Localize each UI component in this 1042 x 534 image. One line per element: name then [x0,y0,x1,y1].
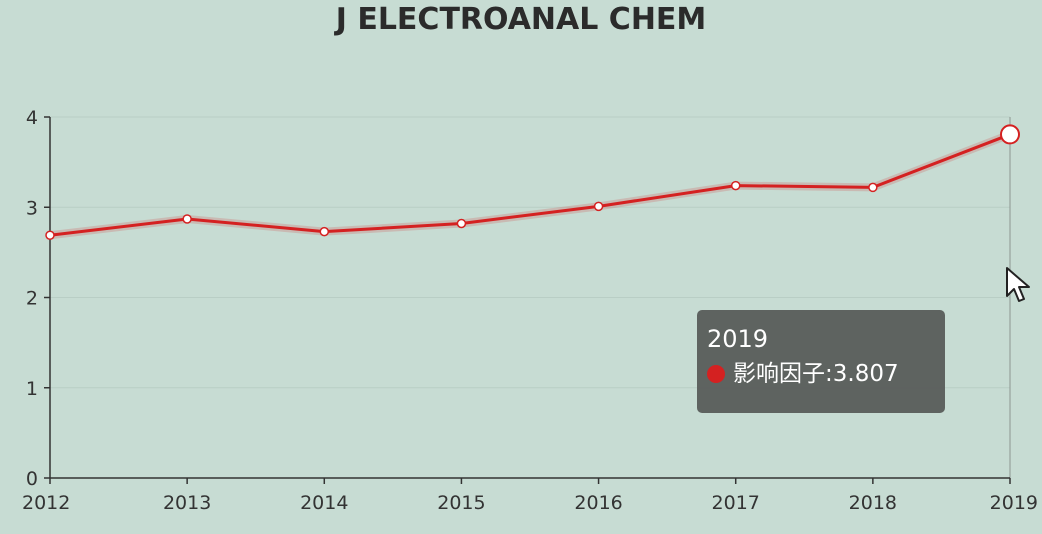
mouse-cursor-icon [1006,267,1030,302]
y-tick-label: 2 [26,288,38,310]
series-marker-icon [707,365,725,383]
axes [44,116,1011,484]
series-layer [49,130,1012,240]
x-tick-label: 2013 [163,492,211,514]
y-tick-label: 1 [26,378,38,400]
data-point[interactable] [593,201,604,212]
data-points[interactable] [45,124,1020,240]
data-point[interactable] [319,226,330,237]
tooltip-separator: : [825,361,833,387]
tooltip-row: 影响因子: 3.807 [707,356,935,392]
data-point[interactable] [868,182,878,193]
x-tick-label: 2012 [22,492,70,514]
tick-labels: 0 1 2 3 4 2012 2013 2014 2015 2016 2017 2018 2019 [22,107,1038,514]
y-tick-label: 4 [26,107,38,129]
data-point[interactable] [182,214,192,224]
x-tick-label: 2015 [437,492,485,514]
data-point[interactable] [730,180,741,191]
tooltip: 2019 影响因子: 3.807 [697,310,945,413]
tooltip-series-label: 影响因子 [733,361,825,387]
data-point[interactable] [45,230,55,240]
series-line [49,133,1011,237]
data-point[interactable] [456,218,467,229]
x-tick-label: 2019 [990,492,1038,514]
x-tick-label: 2014 [300,492,348,514]
grid-lines [50,116,1011,478]
y-tick-label: 0 [26,468,38,490]
y-tick-label: 3 [26,197,38,219]
data-point-highlighted[interactable] [1000,124,1020,145]
x-tick-label: 2016 [574,492,622,514]
tooltip-value: 3.807 [832,361,899,387]
x-tick-label: 2018 [849,492,897,514]
chart-title: J ELECTROANAL CHEM [335,2,707,37]
tooltip-title: 2019 [707,325,769,353]
x-tick-label: 2017 [712,492,760,514]
